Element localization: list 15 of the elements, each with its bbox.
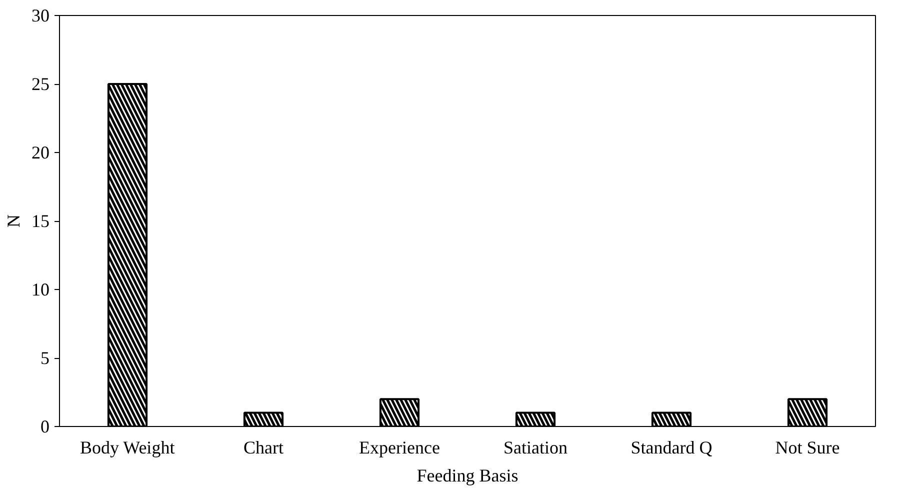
x-axis-title: Feeding Basis	[416, 466, 518, 486]
y-tick-label: 30	[32, 6, 50, 26]
y-tick-label: 0	[40, 416, 50, 436]
y-axis-title: N	[4, 214, 24, 228]
y-tick-label: 15	[32, 211, 50, 231]
x-tick-label: Not Sure	[775, 438, 840, 458]
y-tick-label: 10	[32, 280, 50, 300]
y-tick-label: 25	[32, 74, 50, 94]
x-tick-label: Satiation	[504, 438, 568, 458]
y-tick-label: 5	[40, 348, 50, 368]
x-tick-label: Standard Q	[630, 438, 712, 458]
y-tick-label: 20	[32, 142, 50, 162]
x-tick-label: Chart	[244, 438, 284, 458]
x-tick-label: Experience	[359, 438, 440, 458]
x-tick-label: Body Weight	[80, 438, 175, 458]
